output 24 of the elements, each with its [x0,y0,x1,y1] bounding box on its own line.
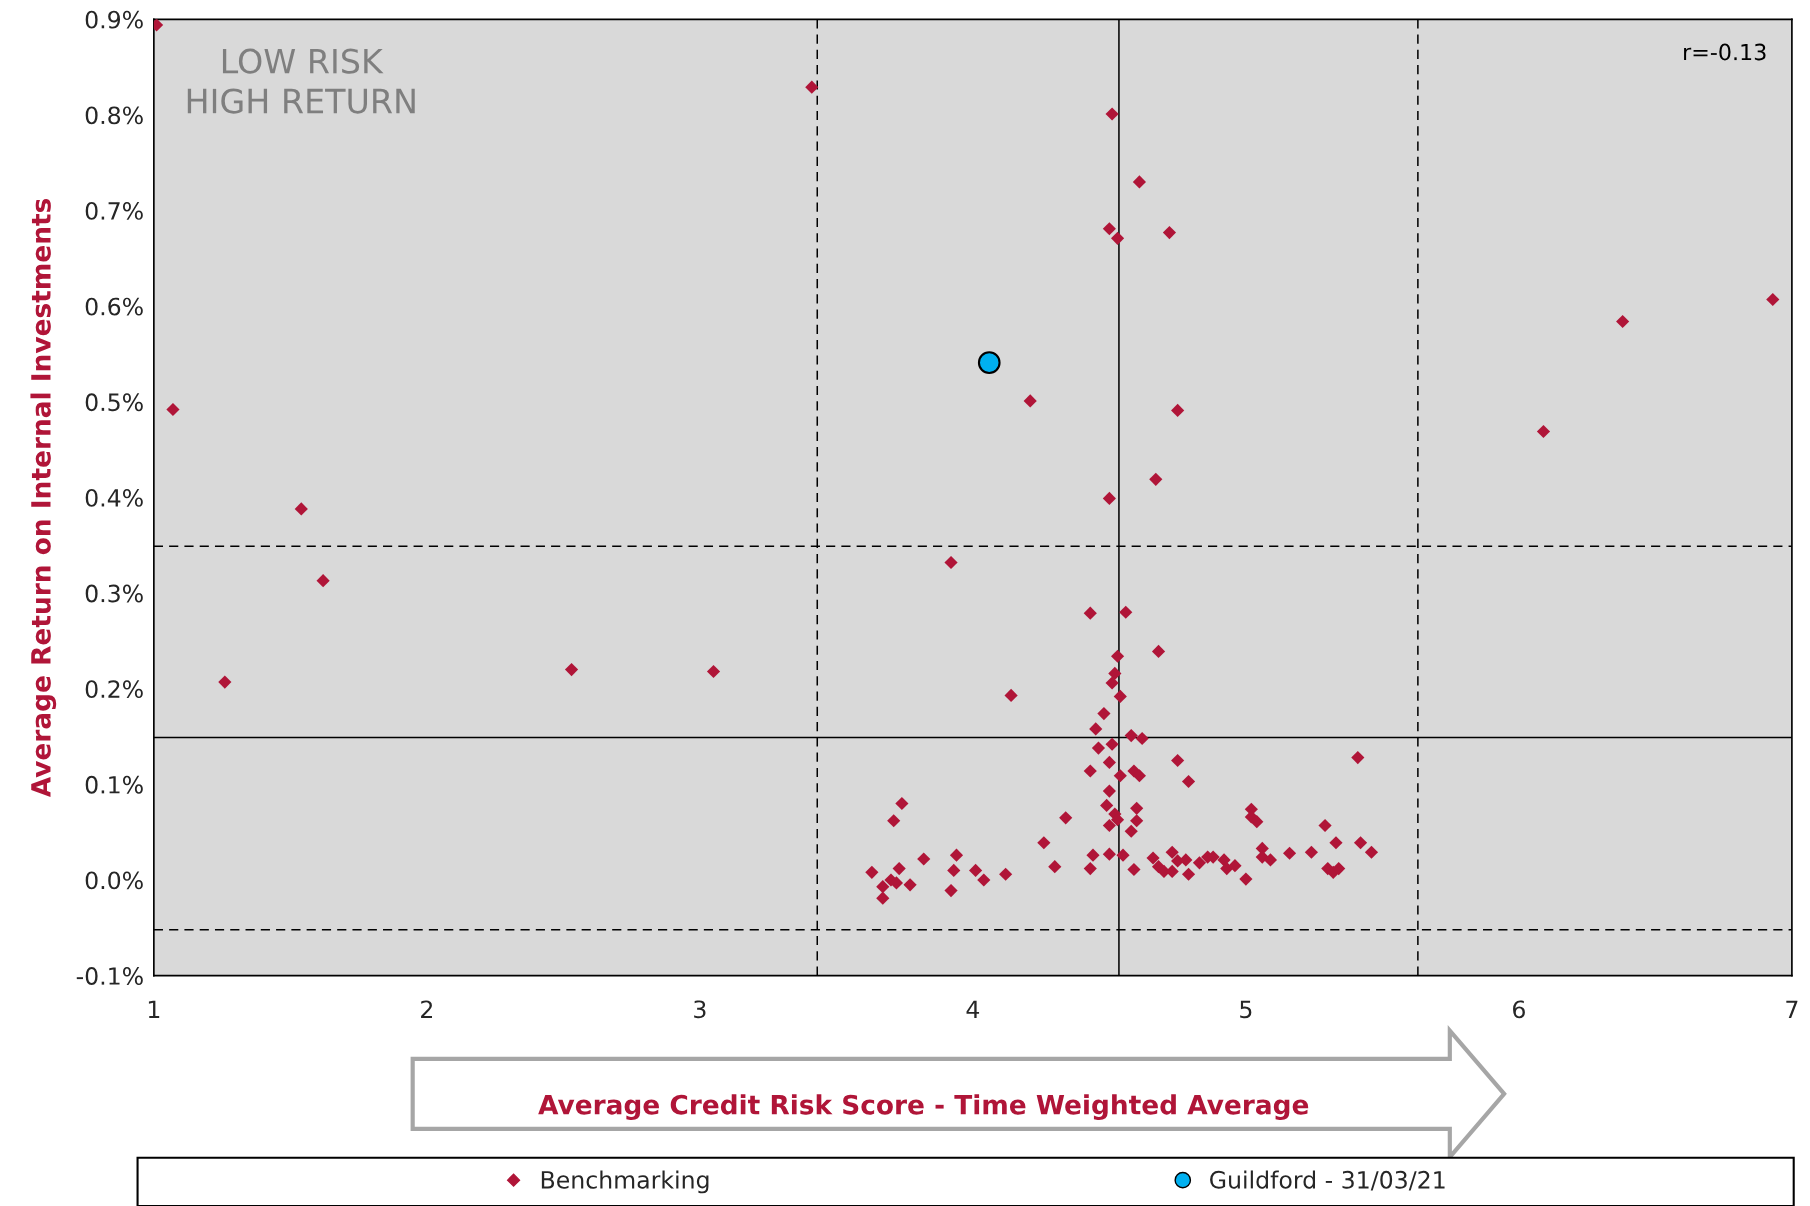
x-tick-label: 6 [1513,1000,1525,1019]
x-axis-title: Average Credit Risk Score - Time Weighted Average [538,1094,1309,1120]
y-tick-label: 0.7% [85,202,143,220]
x-tick-label: 4 [966,1000,980,1018]
annotation: r=-0.13 [1684,43,1766,61]
legend-label: Guildford - 31/03/21 [1210,1170,1445,1191]
y-tick-label: -0.1% [76,967,143,985]
x-tick-label: 2 [421,1000,432,1018]
x-tick-label: 1 [148,1000,160,1018]
y-tick-label: 0.8% [85,106,143,125]
y-tick-label: 0.6% [85,297,143,316]
y-tick-label: 0.0% [85,871,143,890]
y-tick-label: 0.9% [85,10,143,29]
y-axis-title: Average Return on Internal Investments [30,198,57,798]
x-tick-label: 7 [1786,1000,1798,1018]
x-tick-label: 3 [694,1000,706,1019]
annotation: LOW RISK HIGH RETURN [187,48,415,114]
y-tick-label: 0.1% [85,775,143,794]
y-tick-label: 0.4% [85,488,143,507]
y-tick-label: 0.3% [85,584,143,603]
y-tick-label: 0.5% [85,393,143,412]
legend-label: Benchmarking [541,1170,709,1194]
y-tick-label: 0.2% [85,680,143,699]
x-tick-label: 5 [1240,1000,1252,1019]
